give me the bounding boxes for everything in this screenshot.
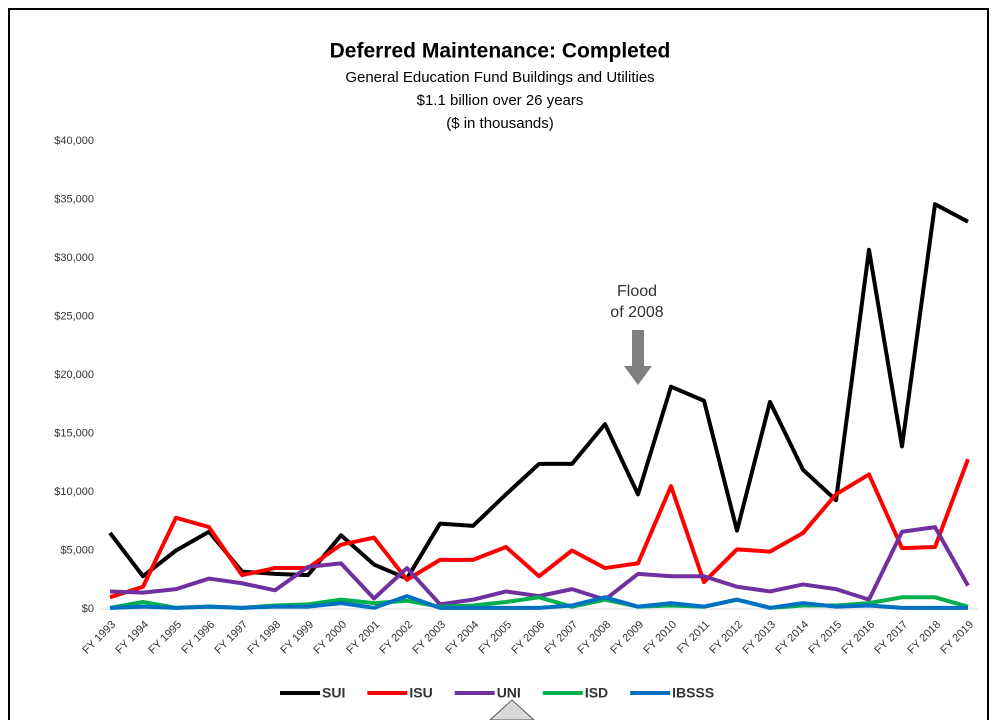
annotation: Flood — [617, 283, 657, 300]
annotation-arrow — [624, 330, 652, 385]
chart-subtitle: $1.1 billion over 26 years — [417, 92, 584, 109]
y-tick-label: $15,000 — [54, 427, 94, 439]
y-tick-label: $0 — [82, 603, 94, 615]
pointer — [489, 699, 535, 720]
legend-label: UNI — [497, 685, 521, 701]
y-tick-label: $5,000 — [60, 544, 94, 556]
legend-label: IBSSS — [672, 685, 714, 701]
legend-label: ISU — [409, 685, 432, 701]
y-tick-label: $10,000 — [54, 486, 94, 498]
y-tick-label: $20,000 — [54, 369, 94, 381]
chart-subtitle: General Education Fund Buildings and Uti… — [345, 69, 654, 86]
legend-label: ISD — [585, 685, 608, 701]
y-tick-label: $35,000 — [54, 193, 94, 205]
legend-label: SUI — [322, 685, 345, 701]
chart-subtitle: ($ in thousands) — [446, 115, 554, 132]
annotation: of 2008 — [610, 304, 663, 321]
y-tick-label: $25,000 — [54, 310, 94, 322]
series-line — [109, 458, 970, 600]
y-tick-label: $30,000 — [54, 252, 94, 264]
y-tick-label: $40,000 — [54, 135, 94, 147]
series-line — [109, 594, 968, 610]
chart-title: Deferred Maintenance: Completed — [330, 40, 671, 63]
